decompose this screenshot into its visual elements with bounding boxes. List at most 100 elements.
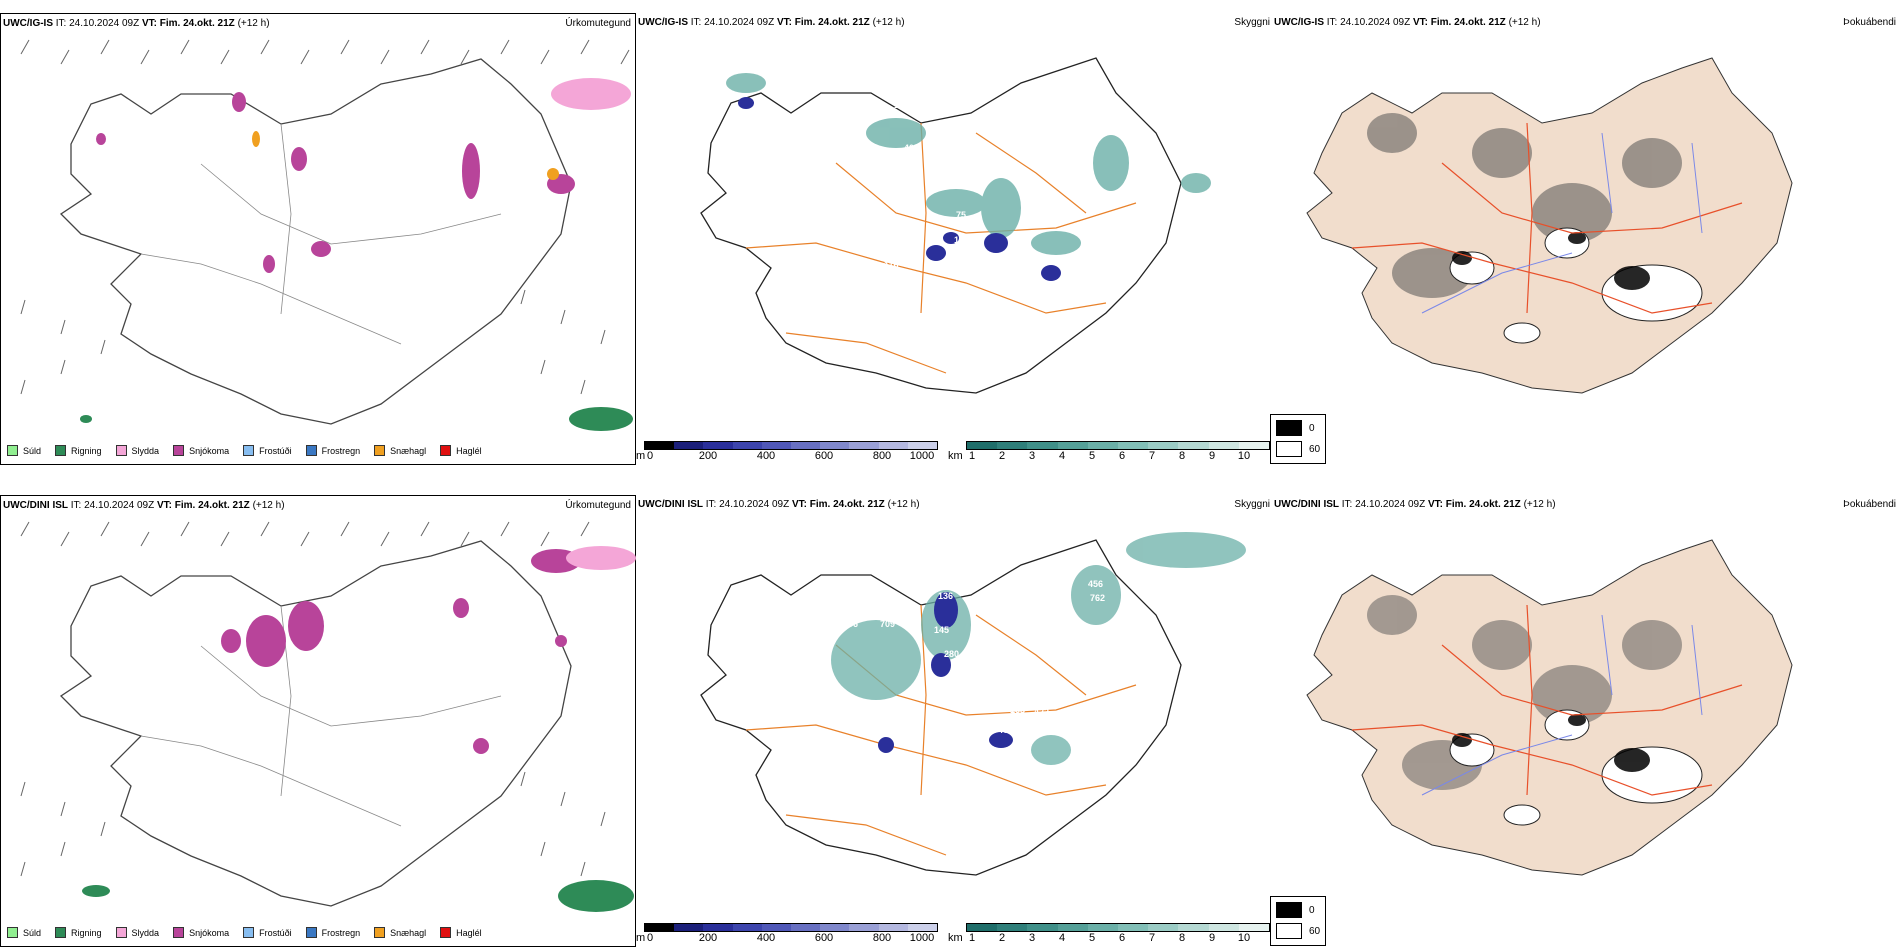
colorbar-step	[703, 442, 733, 449]
map-value-label: 106	[954, 235, 969, 245]
legend-item: Frostregn	[305, 927, 360, 938]
map-value-label: 164	[938, 575, 953, 585]
colorbar-unit: km	[948, 450, 963, 462]
map-value-label: 280	[944, 649, 959, 659]
legend-item: Rigning	[55, 927, 102, 938]
legend-swatch-snow-pellets	[374, 445, 386, 456]
legend-swatch-rain	[55, 927, 67, 938]
colorbar-step	[1087, 442, 1119, 449]
visibility-colorbar-m: m 0 200 400 600 800 1000	[636, 441, 938, 463]
legend-item: Snjókoma	[173, 445, 229, 456]
snow-areas	[221, 549, 581, 754]
legend-swatch-drizzle	[7, 445, 18, 456]
colorbar-tick: 9	[1208, 932, 1216, 944]
rivers	[1421, 614, 1703, 796]
colorbar-m-bar	[644, 923, 938, 932]
map-value-label: 145	[934, 625, 949, 635]
legend-item: Snjókoma	[173, 927, 229, 938]
legend-swatch-rain	[55, 445, 67, 456]
map-value-label: 83	[1076, 140, 1086, 150]
precip-type-panel-row2: UWC/DINI ISL IT: 24.10.2024 09Z VT: Fim.…	[0, 495, 636, 947]
map-value-label: 709	[880, 619, 895, 629]
map-value-label: 18	[894, 100, 904, 110]
field-name: Úrkomutegund	[565, 18, 631, 29]
map-value-label: 422	[1034, 707, 1049, 717]
mask-legend-item: 60	[1276, 441, 1320, 457]
colorbar-step	[1148, 442, 1179, 449]
legend-item: Súld	[7, 927, 41, 938]
colorbar-tick: 1000	[909, 932, 935, 944]
panel-header: UWC/DINI ISL IT: 24.10.2024 09Z VT: Fim.…	[638, 499, 920, 510]
fog-mask-legend-row1: 0 60	[1270, 414, 1326, 464]
colorbar-tick: 800	[872, 932, 892, 944]
low-visibility-areas	[726, 73, 1211, 255]
mask-legend-item: 0	[1276, 420, 1315, 436]
colorbar-step	[878, 924, 908, 931]
colorbar-tick: 200	[698, 450, 718, 462]
field-name: Skyggni	[1234, 499, 1270, 510]
colorbar-tick: 200	[698, 932, 718, 944]
colorbar-step	[907, 924, 938, 931]
fog-shading	[1367, 113, 1682, 298]
colorbar-step	[1208, 924, 1239, 931]
colorbar-step	[703, 924, 733, 931]
colorbar-step	[1148, 924, 1179, 931]
roads	[1351, 122, 1743, 314]
rain-area	[569, 407, 633, 431]
colorbar-tick: 7	[1148, 450, 1156, 462]
iceland-coastline	[59, 58, 572, 425]
colorbar-step	[791, 442, 821, 449]
legend-swatch-hail	[440, 927, 452, 938]
legend-swatch-sleet	[115, 927, 127, 938]
rain-area	[558, 880, 634, 912]
legend-item: Snæhagl	[374, 927, 426, 938]
rain-area	[80, 415, 92, 423]
legend-swatch-snow-pellets	[374, 927, 386, 938]
wind-barbs	[20, 39, 630, 395]
legend-item: Rigning	[55, 445, 102, 456]
legend-swatch-sleet	[115, 445, 127, 456]
field-name: Þokuábendi	[1843, 17, 1896, 28]
map-value-label: 8	[861, 277, 866, 287]
precip-type-map-row1	[20, 39, 633, 431]
fog-mask-legend-row2: 0 60	[1270, 896, 1326, 946]
legend-item: Frostregn	[305, 445, 360, 456]
colorbar-tick: 3	[1028, 450, 1036, 462]
colorbar-tick: 2	[998, 450, 1006, 462]
colorbar-step	[820, 442, 850, 449]
colorbar-unit: km	[948, 932, 963, 944]
roads	[745, 122, 1137, 374]
colorbar-step	[820, 924, 850, 931]
colorbar-unit: m	[636, 450, 646, 462]
map-value-label: 145	[898, 243, 913, 253]
dense-fog	[1452, 232, 1650, 290]
panel-header: UWC/DINI ISL IT: 24.10.2024 09Z VT: Fim.…	[1274, 499, 1556, 510]
map-value-label: 40	[904, 143, 914, 153]
colorbar-step	[1208, 442, 1239, 449]
field-name: Úrkomutegund	[565, 500, 631, 511]
colorbar-step	[1057, 924, 1088, 931]
visibility-panel-row2: 164 136 357 96 709 456 762 145 280 247 1…	[636, 495, 1272, 947]
dense-fog	[1452, 714, 1650, 772]
colorbar-step	[1087, 924, 1119, 931]
colorbar-step	[1027, 442, 1058, 449]
map-value-label: 456	[1088, 579, 1103, 589]
colorbar-tick: 8	[1178, 450, 1186, 462]
fog-indicator-map-row2	[1306, 539, 1793, 876]
sleet-area	[566, 546, 636, 570]
colorbar-step	[878, 442, 908, 449]
panel-header: UWC/IG-IS IT: 24.10.2024 09Z VT: Fim. 24…	[3, 18, 270, 29]
visibility-colorbar-km: km 1 2 3 4 5 6 7 8 9 10	[948, 441, 1270, 463]
visibility-map-row2: 164 136 357 96 709 456 762 145 280 247 1…	[700, 532, 1246, 876]
map-value-label: 247	[958, 667, 973, 677]
colorbar-step	[849, 924, 879, 931]
mask-swatch-0	[1276, 420, 1302, 436]
legend-item: Snæhagl	[374, 445, 426, 456]
mask-swatch-60	[1276, 441, 1302, 457]
panel-header: UWC/IG-IS IT: 24.10.2024 09Z VT: Fim. 24…	[638, 17, 905, 28]
colorbar-step	[732, 924, 762, 931]
legend-item: Haglél	[440, 445, 482, 456]
legend-swatch-freezing-rain	[305, 445, 317, 456]
snow-areas	[96, 92, 575, 273]
colorbar-tick: 600	[814, 450, 834, 462]
